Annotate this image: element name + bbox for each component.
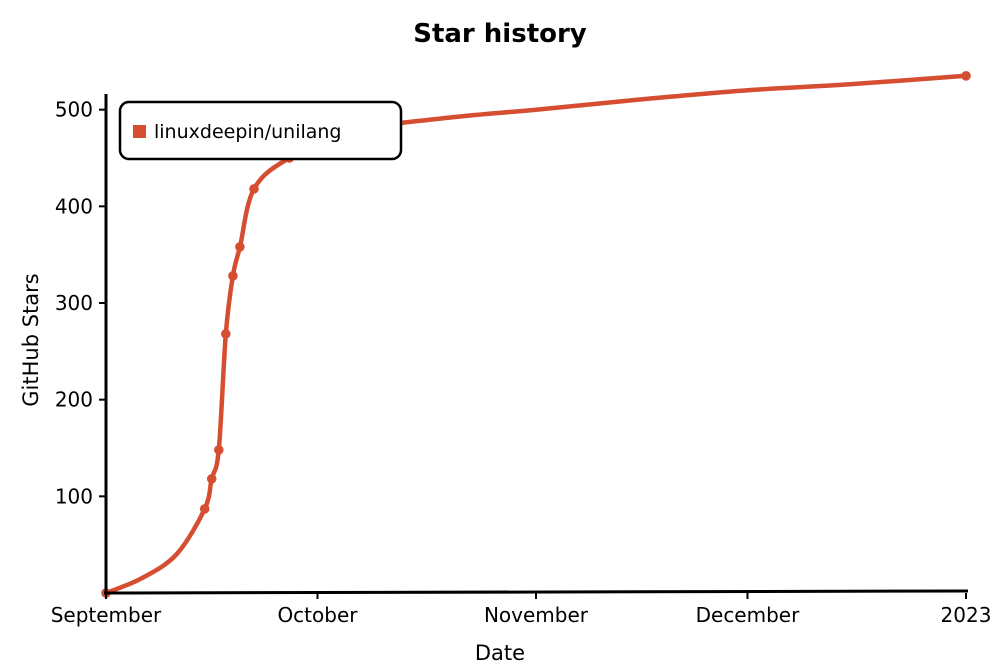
legend: linuxdeepin/unilang <box>118 100 403 161</box>
data-point <box>206 474 217 484</box>
data-point <box>961 71 971 81</box>
ticks: 100 200 300 400 500 September October November D… <box>51 98 992 627</box>
y-tick-label: 400 <box>55 194 93 218</box>
x-tick-label: 2023 <box>941 603 992 627</box>
y-tick-label: 300 <box>55 291 93 315</box>
y-axis-label: GitHub Stars <box>19 273 43 406</box>
x-tick-label: December <box>696 603 800 627</box>
x-tick-label: September <box>51 603 162 627</box>
data-point <box>214 445 224 455</box>
chart-title: Star history <box>413 19 587 49</box>
y-tick-label: 200 <box>55 388 93 412</box>
legend-box <box>118 100 403 161</box>
data-point <box>235 242 245 252</box>
x-axis-label: Date <box>475 641 525 664</box>
data-point <box>199 504 210 514</box>
x-tick-label: October <box>277 603 358 627</box>
data-point <box>249 184 259 194</box>
x-axis-line <box>103 589 969 595</box>
legend-swatch <box>133 125 146 138</box>
axes <box>103 94 969 595</box>
data-point <box>228 271 238 281</box>
y-tick-label: 500 <box>55 98 93 122</box>
data-point <box>221 329 231 339</box>
y-tick-label: 100 <box>55 484 93 508</box>
legend-label: linuxdeepin/unilang <box>154 121 342 143</box>
x-tick-label: November <box>484 603 589 627</box>
